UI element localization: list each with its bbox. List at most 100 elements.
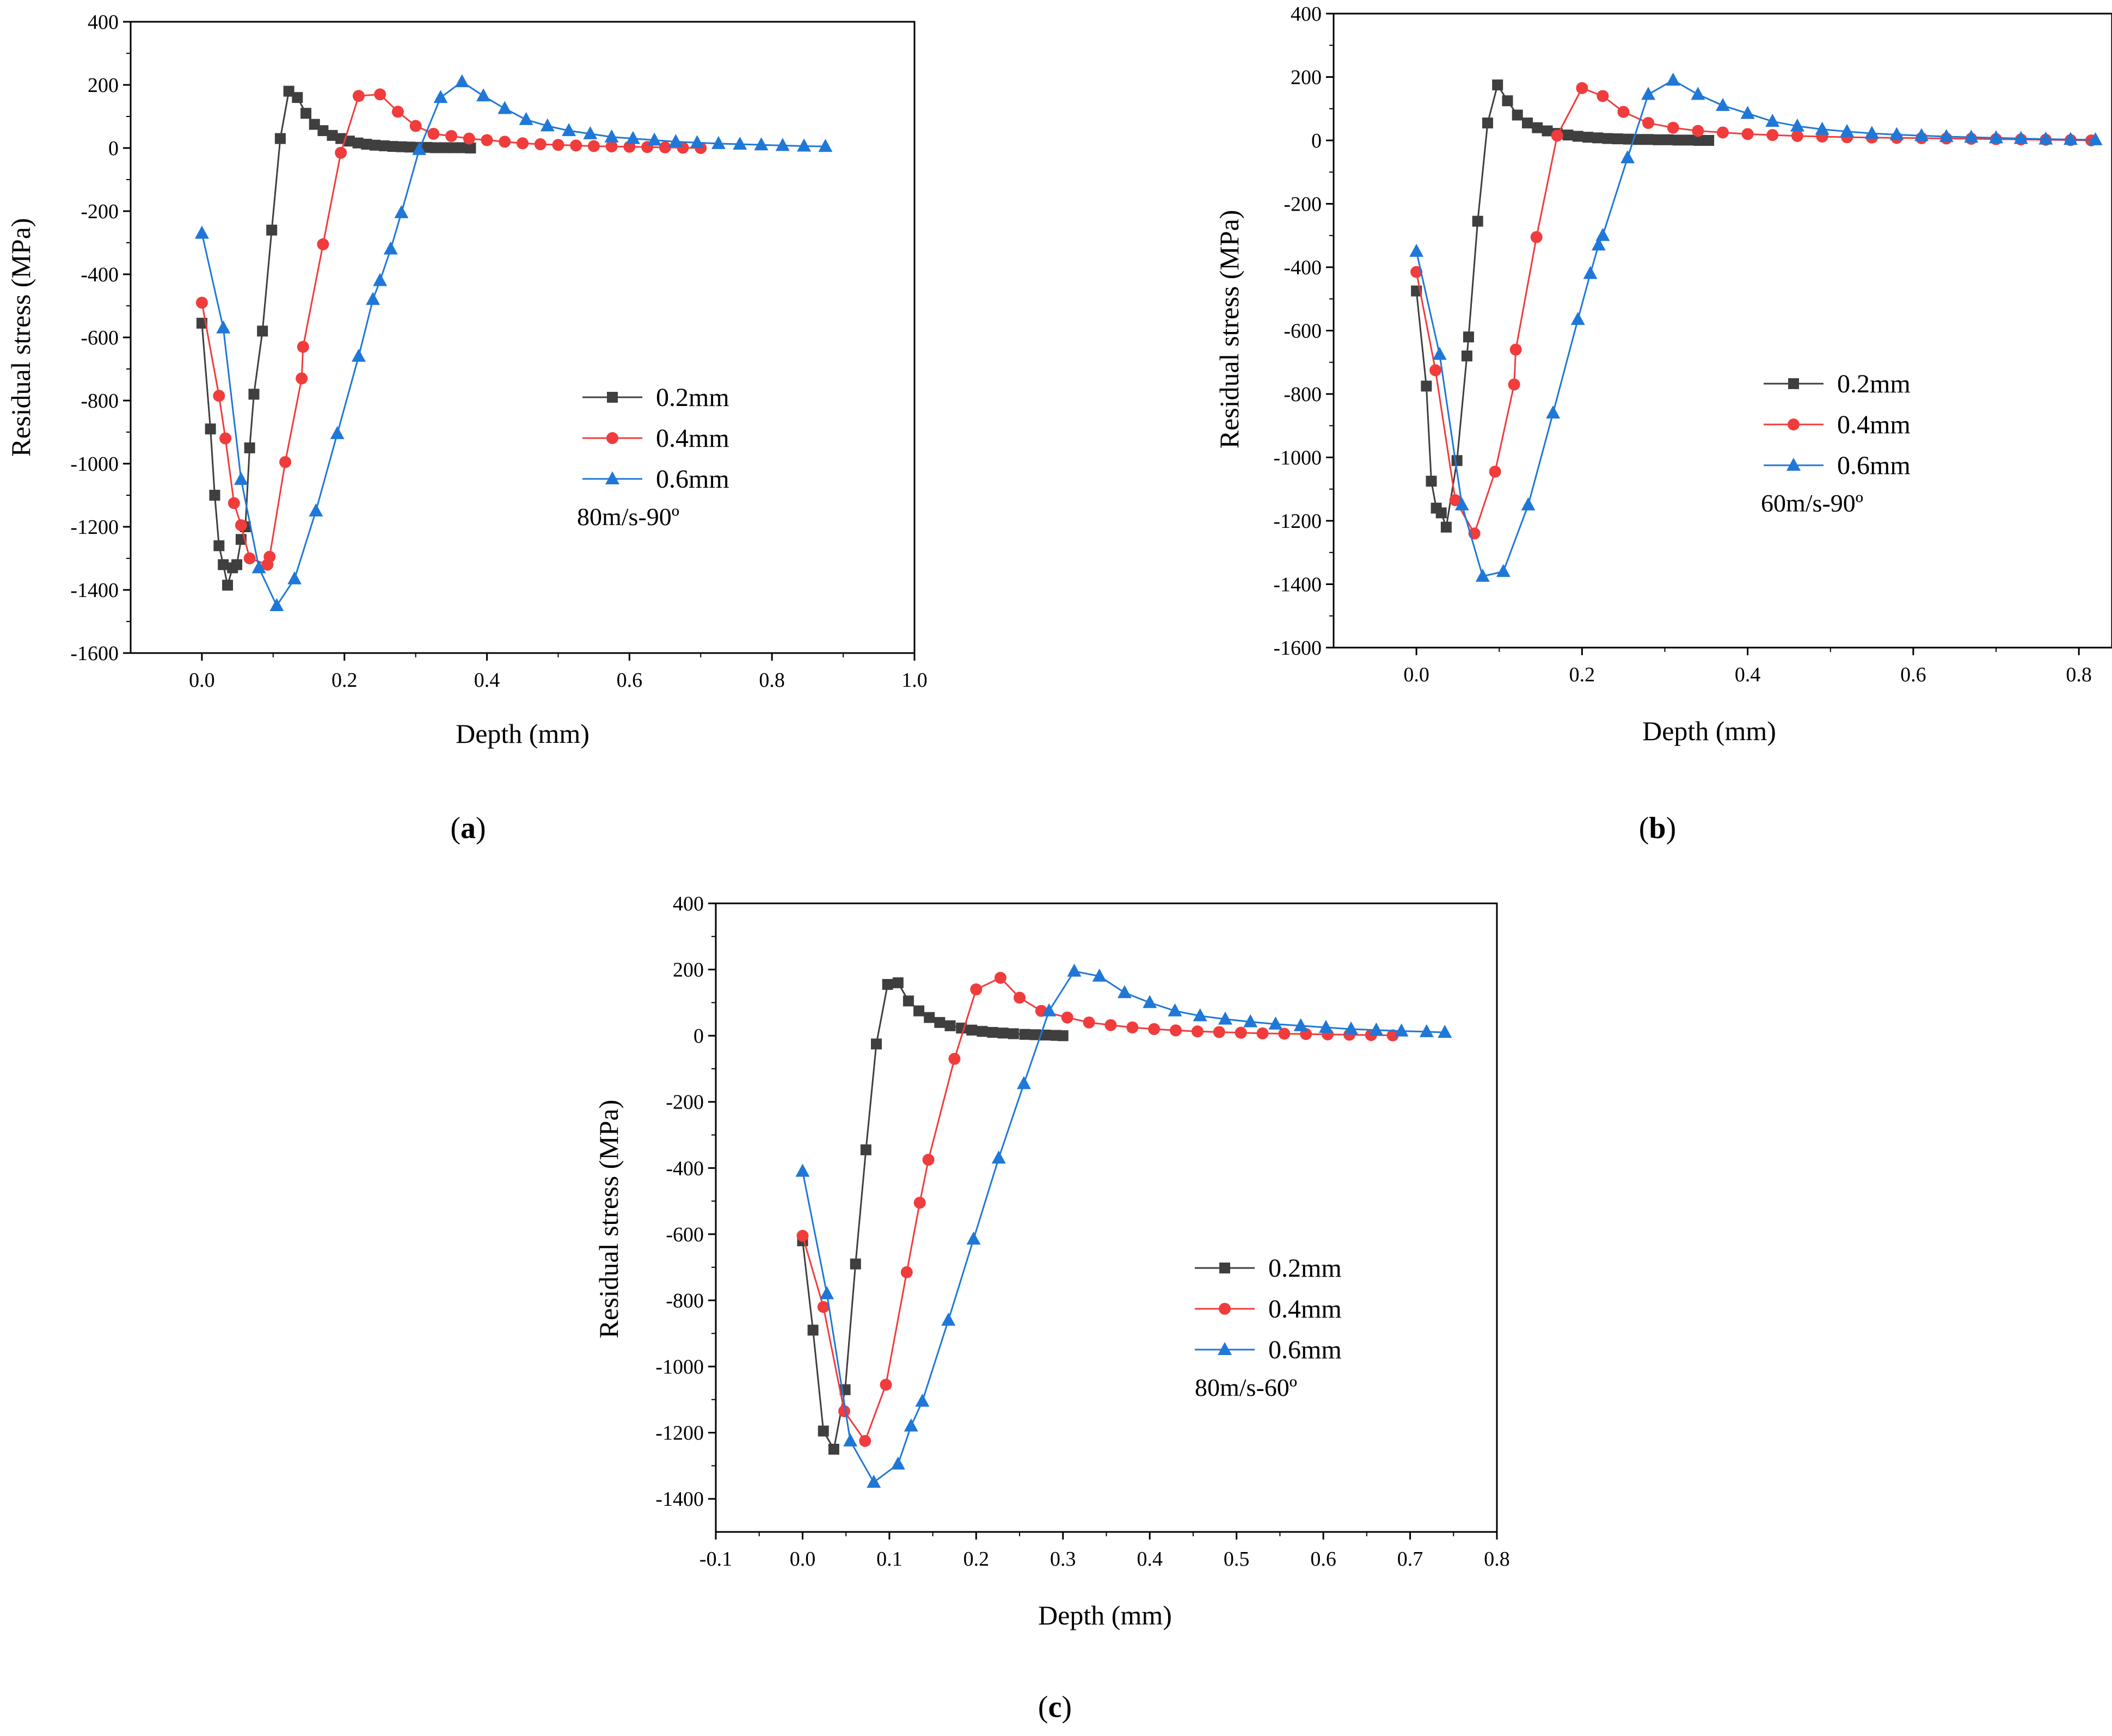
data-point [1570, 312, 1585, 325]
condition-annotation: 80m/s-60º [1195, 1374, 1297, 1401]
data-point [1482, 117, 1493, 128]
data-point [1440, 521, 1452, 533]
data-point [1386, 1029, 1399, 1042]
series-line [801, 970, 1445, 1484]
legend-entry: 0.4mm [1195, 1295, 1342, 1323]
x-tick-label: 0.2 [963, 1548, 990, 1571]
data-point [994, 971, 1006, 984]
series-0.2mm [797, 977, 1069, 1455]
data-point [287, 571, 302, 584]
y-tick-label: 0 [693, 1025, 704, 1048]
x-tick-label: 0.0 [790, 1548, 816, 1571]
data-point [297, 341, 309, 353]
x-axis-title: Depth (mm) [456, 718, 590, 749]
data-point [775, 138, 790, 151]
y-axis-title: Residual stress (MPa) [1214, 210, 1244, 449]
data-point [605, 140, 618, 153]
data-point [820, 1286, 834, 1300]
legend-label: 0.6mm [1268, 1335, 1342, 1364]
data-point [1623, 133, 1634, 145]
series-0.4mm [796, 971, 1399, 1447]
legend-entry: 0.2mm [1764, 370, 1911, 398]
data-point [1583, 266, 1598, 279]
data-point [1421, 380, 1432, 392]
y-tick-label: -1400 [1273, 574, 1322, 596]
data-point [1461, 350, 1472, 362]
data-point [1666, 72, 1680, 86]
data-point [433, 90, 448, 103]
data-point [1193, 1008, 1207, 1021]
data-point [1143, 995, 1157, 1008]
data-point [991, 1150, 1006, 1164]
data-point [412, 141, 427, 155]
data-point [1667, 121, 1679, 134]
data-point [711, 136, 726, 149]
panel-label: (b) [1639, 811, 1676, 845]
data-point [257, 325, 268, 337]
data-point [1126, 1021, 1139, 1033]
legend-entry: 0.2mm [1195, 1254, 1342, 1283]
data-point [1989, 130, 2004, 144]
data-point [2088, 132, 2103, 145]
chart-panel-a: 0.0 0.2 0.4 0.6 0.8 1.0 -1600 -1400 -1200 -1000 -8… [5, 11, 928, 845]
data-point [1653, 134, 1664, 145]
series-line [802, 976, 1393, 1443]
data-point [540, 118, 555, 132]
data-point [838, 1405, 850, 1418]
data-point [1643, 134, 1654, 145]
data-point [944, 1020, 956, 1031]
data-point [860, 1144, 871, 1155]
data-point [1278, 1027, 1291, 1040]
series-0.6mm [1409, 72, 2103, 582]
data-point [194, 225, 209, 239]
data-point [1502, 95, 1513, 107]
data-point [1475, 568, 1490, 582]
data-point [1889, 127, 1904, 140]
y-tick-label: -1600 [70, 642, 119, 665]
x-tick-label: 0.2 [1569, 663, 1595, 686]
data-point [456, 142, 468, 153]
data-point [850, 1258, 861, 1270]
data-point [1017, 1076, 1032, 1089]
legend-marker [1219, 1303, 1231, 1315]
data-point [934, 1017, 946, 1028]
data-point [1632, 134, 1644, 145]
x-tick-label: 0.0 [189, 669, 215, 692]
chart-panel-b: 0.0 0.2 0.4 0.6 0.8 -1600 -1400 -1200 -1000 -800 -… [1214, 3, 2112, 845]
legend-marker [1788, 418, 1800, 430]
data-point [439, 142, 451, 153]
data-point [1740, 106, 1755, 119]
y-tick-label: -400 [81, 263, 119, 286]
y-tick-label: 200 [88, 74, 119, 97]
data-point [218, 559, 229, 570]
data-point [1318, 1019, 1333, 1033]
data-point [476, 88, 490, 102]
legend-label: 0.4mm [1837, 410, 1911, 439]
x-tick-label: 0.5 [1224, 1548, 1250, 1571]
x-tick-label: 0.4 [474, 669, 500, 692]
data-point [977, 1026, 988, 1037]
series-0.2mm [1411, 79, 1715, 533]
data-point [455, 74, 469, 88]
legend-marker [1218, 1342, 1232, 1355]
y-tick-label: 200 [1291, 66, 1322, 89]
data-point [880, 1378, 892, 1391]
y-tick-label: -200 [1284, 193, 1322, 216]
legend-entry: 0.4mm [582, 424, 729, 453]
data-point [498, 101, 512, 114]
y-tick-label: -1400 [70, 579, 119, 602]
data-point [922, 1154, 935, 1166]
data-point [1435, 507, 1447, 519]
data-point [1521, 497, 1536, 510]
data-point [1104, 1019, 1117, 1031]
data-point [948, 1052, 961, 1065]
legend-marker [605, 471, 619, 484]
data-point [587, 140, 600, 152]
data-point [209, 490, 220, 501]
data-point [427, 127, 440, 140]
data-point [1840, 124, 1855, 137]
condition-annotation: 60m/s-90º [1761, 489, 1863, 517]
y-tick-label: 400 [1291, 3, 1322, 26]
data-point [1426, 476, 1437, 487]
